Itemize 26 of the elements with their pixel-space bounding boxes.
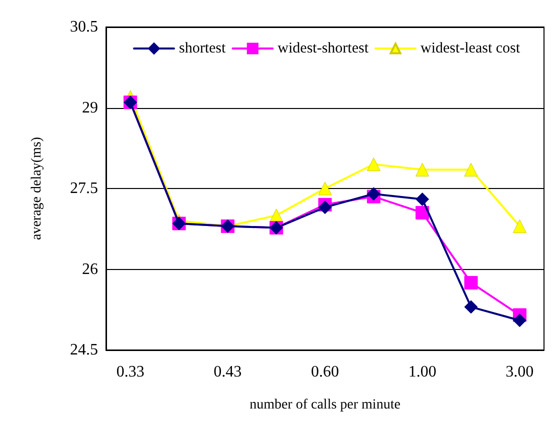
x-tick-label: 3.00 <box>506 364 534 380</box>
y-tick-label: 30.5 <box>70 18 98 36</box>
point <box>318 200 332 214</box>
point <box>366 187 380 201</box>
point <box>512 219 526 233</box>
y-axis-title: average delay(ms) <box>30 136 44 240</box>
legend-label: widest-least cost <box>420 40 521 56</box>
legend-label: shortest <box>179 40 226 56</box>
x-tick-label: 0.43 <box>214 364 242 380</box>
y-tick-label: 29 <box>82 99 98 116</box>
point <box>464 276 478 290</box>
x-axis-title: number of calls per minute <box>250 398 400 412</box>
legend-label: widest-shortest <box>278 40 370 56</box>
point <box>464 300 478 314</box>
point <box>464 162 478 176</box>
y-tick-label: 24.5 <box>70 342 98 358</box>
point <box>318 182 332 196</box>
x-tick-label: 0.33 <box>116 364 144 380</box>
y-tick-label: 27.5 <box>70 180 98 197</box>
point <box>416 192 430 206</box>
point <box>366 158 380 172</box>
point <box>416 162 430 176</box>
x-tick-label: 0.60 <box>311 364 339 380</box>
y-tick-label: 26 <box>82 260 98 278</box>
x-tick-label: 1.00 <box>408 364 436 380</box>
point <box>512 314 526 328</box>
